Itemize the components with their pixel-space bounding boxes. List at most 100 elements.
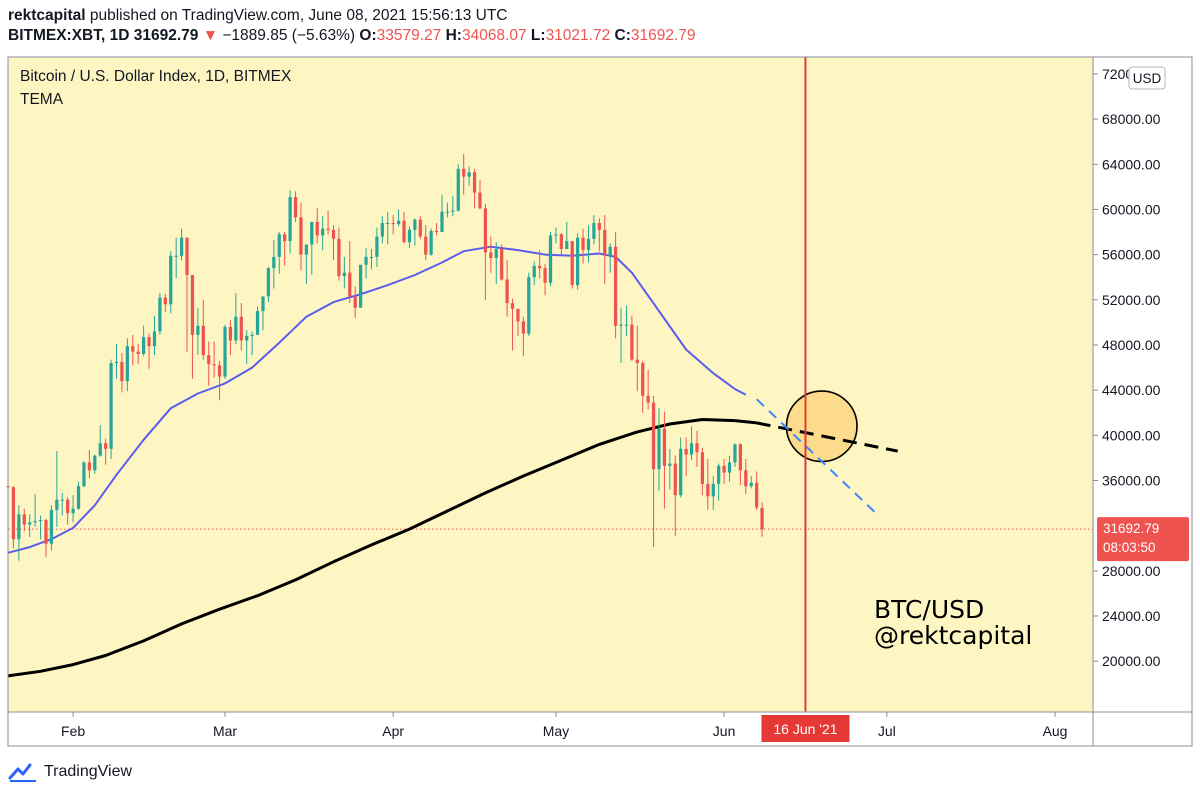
symbol-line: BITMEX:XBT, 1D 31692.79 ▼ −1889.85 (−5.6… bbox=[8, 26, 1188, 46]
candle-body bbox=[44, 520, 48, 544]
candle bbox=[250, 331, 254, 356]
candle-body bbox=[575, 237, 580, 286]
candle-body bbox=[369, 256, 374, 258]
candle bbox=[141, 325, 146, 357]
candle bbox=[641, 360, 645, 413]
candle bbox=[510, 298, 515, 351]
candle-body bbox=[158, 297, 162, 332]
candle bbox=[217, 360, 222, 401]
candle bbox=[695, 430, 699, 467]
candle bbox=[478, 180, 482, 210]
candle bbox=[288, 190, 292, 254]
candle-body bbox=[104, 443, 108, 449]
candle bbox=[624, 305, 629, 336]
price-tick-label: 56000.00 bbox=[1102, 247, 1161, 263]
candle-body bbox=[548, 235, 553, 283]
candle bbox=[304, 244, 309, 284]
candle bbox=[559, 233, 563, 255]
price-tick-label: 64000.00 bbox=[1102, 156, 1161, 172]
candle-body bbox=[364, 256, 368, 265]
candle-body bbox=[33, 521, 37, 523]
candle-body bbox=[755, 482, 759, 508]
candle-body bbox=[717, 465, 721, 484]
candle bbox=[245, 330, 249, 365]
candle-body bbox=[603, 229, 607, 256]
candle-body bbox=[66, 499, 70, 514]
candle bbox=[104, 438, 108, 465]
candle bbox=[326, 210, 330, 235]
candle bbox=[152, 315, 157, 356]
candle-body bbox=[516, 308, 520, 322]
candle bbox=[738, 443, 743, 486]
candle bbox=[22, 508, 26, 532]
candle bbox=[396, 209, 401, 227]
candle bbox=[169, 251, 173, 314]
candle-body bbox=[38, 520, 43, 522]
candle-body bbox=[727, 462, 732, 473]
vertical-marker-date: 16 Jun '21 bbox=[773, 721, 837, 737]
candle-body bbox=[190, 274, 195, 335]
candle-body bbox=[223, 326, 227, 377]
price-axis-background[interactable] bbox=[1093, 57, 1192, 712]
vertical-marker-label: 16 Jun '21 bbox=[761, 715, 850, 742]
candle bbox=[337, 227, 341, 281]
candle bbox=[679, 437, 683, 498]
time-tick-label: Jun bbox=[713, 723, 736, 739]
candle-body bbox=[505, 279, 509, 304]
high-value: 34068.07 bbox=[461, 27, 527, 44]
candle-body bbox=[315, 221, 319, 236]
candle-body bbox=[500, 248, 504, 280]
candle bbox=[586, 225, 591, 263]
candle-body bbox=[125, 346, 129, 382]
currency-badge[interactable]: USD bbox=[1128, 66, 1166, 90]
candle bbox=[391, 215, 395, 235]
candle bbox=[413, 218, 417, 246]
candle-body bbox=[49, 509, 54, 544]
author-name[interactable]: rektcapital bbox=[8, 7, 86, 24]
candle-body bbox=[261, 296, 265, 312]
candle-body bbox=[163, 297, 167, 305]
time-axis-background[interactable] bbox=[8, 712, 1192, 746]
candle bbox=[272, 239, 276, 289]
candle-body bbox=[321, 228, 325, 236]
candle bbox=[646, 369, 650, 410]
tradingview-logo-icon bbox=[8, 762, 38, 782]
candle-body bbox=[478, 192, 482, 209]
price-tick-label: 28000.00 bbox=[1102, 563, 1161, 579]
candle bbox=[331, 225, 336, 261]
candle bbox=[494, 242, 498, 284]
candle bbox=[527, 272, 531, 336]
low-value: 31021.72 bbox=[545, 27, 611, 44]
candle-body bbox=[337, 238, 341, 277]
tradingview-brand: TradingView bbox=[44, 763, 133, 780]
candle bbox=[521, 316, 526, 357]
candle-body bbox=[114, 361, 119, 364]
candle bbox=[49, 505, 54, 551]
candle-body bbox=[689, 443, 694, 455]
low-label: L: bbox=[530, 27, 546, 44]
candle bbox=[342, 256, 346, 289]
candle-body bbox=[169, 255, 173, 305]
close-value: 31692.79 bbox=[630, 27, 696, 44]
tradingview-footer[interactable]: TradingView bbox=[8, 760, 132, 784]
candle-body bbox=[402, 220, 406, 243]
price-tick-label: 68000.00 bbox=[1102, 111, 1161, 127]
candle-body bbox=[283, 234, 287, 242]
candle bbox=[472, 168, 477, 209]
price-tick-label: 48000.00 bbox=[1102, 337, 1161, 353]
price-tick-label: 52000.00 bbox=[1102, 292, 1161, 308]
candle-body bbox=[76, 486, 81, 509]
candle-body bbox=[266, 268, 271, 297]
candle-body bbox=[239, 316, 243, 341]
candle bbox=[402, 211, 406, 244]
annotation-handle: @rektcapital bbox=[874, 621, 1032, 650]
candle bbox=[619, 307, 623, 364]
candle-body bbox=[570, 241, 574, 286]
candle-body bbox=[722, 465, 726, 473]
candle-body bbox=[462, 168, 466, 177]
candle-body bbox=[738, 444, 743, 471]
candle bbox=[207, 341, 211, 386]
candle bbox=[462, 154, 466, 195]
candle-body bbox=[749, 482, 753, 487]
